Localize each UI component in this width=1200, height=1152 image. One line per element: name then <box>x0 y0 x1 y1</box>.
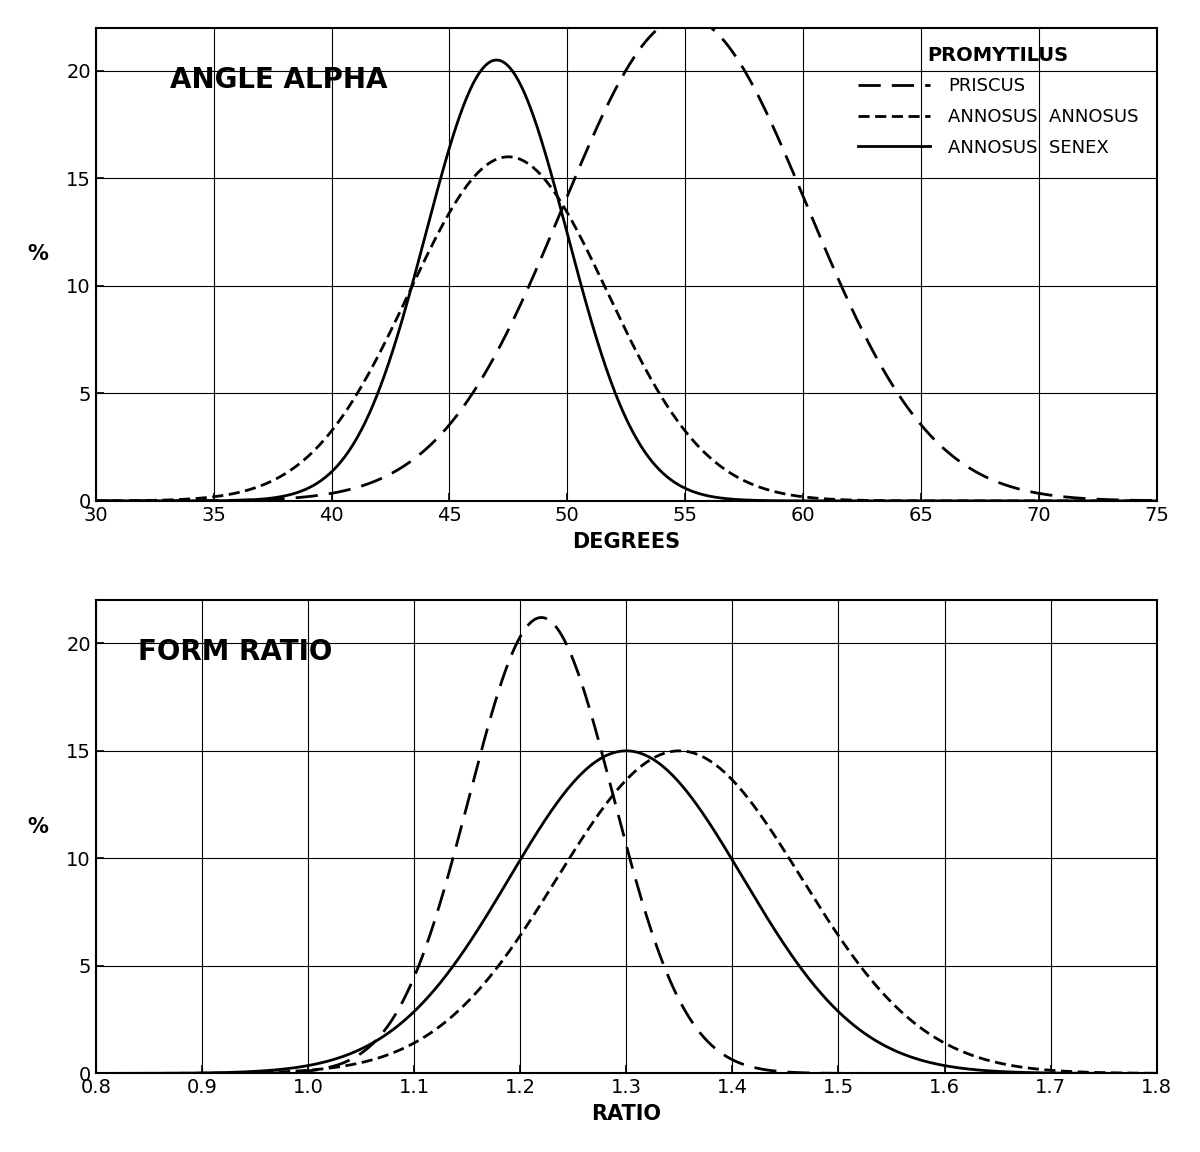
Text: ANGLE ALPHA: ANGLE ALPHA <box>170 66 388 93</box>
Text: FORM RATIO: FORM RATIO <box>138 638 332 666</box>
Y-axis label: %: % <box>28 817 49 836</box>
Legend: PRISCUS, ANNOSUS  ANNOSUS, ANNOSUS  SENEX: PRISCUS, ANNOSUS ANNOSUS, ANNOSUS SENEX <box>848 37 1147 166</box>
Y-axis label: %: % <box>28 244 49 264</box>
X-axis label: RATIO: RATIO <box>592 1105 661 1124</box>
X-axis label: DEGREES: DEGREES <box>572 532 680 552</box>
